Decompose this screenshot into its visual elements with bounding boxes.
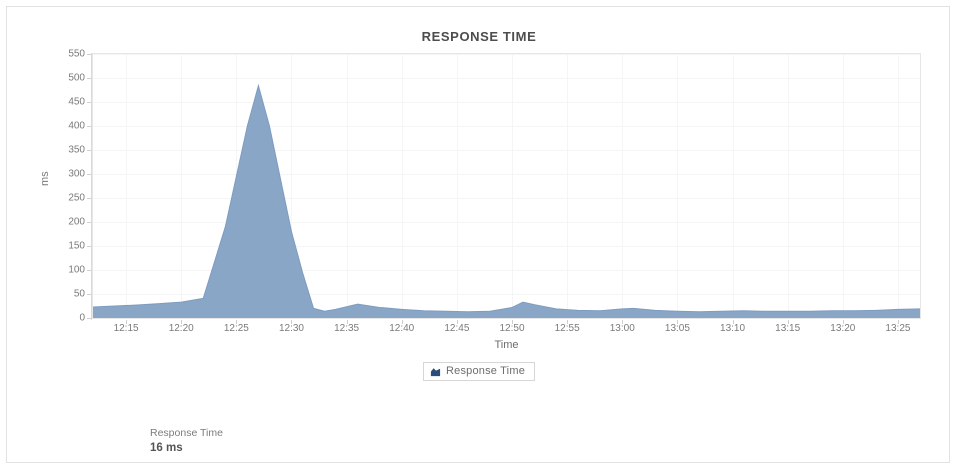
gridline-v (787, 54, 789, 318)
area-fill-path (93, 85, 920, 318)
gridline-v (456, 54, 458, 318)
chart-area: ms 0 50 100 150 200 250 300 350 400 450 500 550 12:… (7, 7, 949, 407)
gridline-h (93, 126, 920, 127)
x-tick-mark (401, 320, 403, 324)
legend-item-response-time[interactable]: Response Time (422, 362, 536, 381)
gridline-h (93, 54, 920, 55)
gridline-v (291, 54, 293, 318)
y-tick-mark (87, 174, 91, 175)
gridline-v (401, 54, 403, 318)
y-tick-label: 500 (68, 72, 85, 84)
gridline-v (897, 54, 899, 318)
gridline-h (93, 222, 920, 223)
y-tick-mark (87, 222, 91, 223)
gridline-h (93, 174, 920, 175)
gridline-h (93, 150, 920, 151)
y-tick-label: 200 (68, 216, 85, 228)
gridline-h (93, 198, 920, 199)
area-shape-icon (430, 368, 441, 377)
y-axis-ticks: 0 50 100 150 200 250 300 350 400 450 500 550 (7, 7, 91, 407)
x-tick-mark (512, 320, 513, 324)
x-tick-label: 13:25 (885, 323, 911, 334)
x-tick-label: 12:40 (389, 323, 415, 334)
x-axis-ticks: 12:15 12:20 12:25 12:30 12:35 12:40 12:45 12:50… (7, 7, 949, 407)
y-tick-label: 150 (68, 240, 85, 252)
x-tick-mark (677, 320, 679, 324)
chart-legend: Response Time (7, 362, 949, 382)
gridline-v (512, 54, 513, 318)
x-tick-mark (346, 320, 348, 324)
x-tick-label: 13:10 (720, 323, 746, 334)
metric-summary: Response Time 16 ms (150, 426, 223, 456)
x-tick-label: 12:55 (554, 323, 580, 334)
y-tick-label: 300 (68, 168, 85, 180)
gridline-v (126, 54, 128, 318)
x-tick-mark (567, 320, 569, 324)
y-tick-label: 400 (68, 120, 85, 132)
x-tick-mark (842, 320, 844, 324)
y-tick-label: 250 (68, 192, 85, 204)
x-tick-mark (622, 320, 624, 324)
y-axis-line (91, 53, 92, 320)
x-tick-mark (181, 320, 183, 324)
legend-item-label: Response Time (445, 365, 526, 377)
response-time-area-series (93, 83, 920, 318)
gridline-v (567, 54, 569, 318)
gridline-h (93, 294, 920, 295)
x-tick-label: 13:05 (664, 323, 690, 334)
x-tick-label: 12:20 (168, 323, 194, 334)
x-tick-mark (291, 320, 293, 324)
x-tick-mark (787, 320, 789, 324)
x-tick-label: 12:25 (223, 323, 249, 334)
x-axis-title: Time (494, 339, 519, 351)
x-tick-mark (126, 320, 128, 324)
gridline-v (181, 54, 183, 318)
x-tick-label: 12:50 (499, 323, 525, 334)
y-tick-mark (87, 54, 91, 55)
gridline-h (93, 270, 920, 271)
metric-value: 16 ms (150, 442, 183, 454)
metric-label: Response Time (150, 427, 223, 439)
response-time-chart-card: RESPONSE TIME ms 0 50 100 150 200 250 300 350 40… (6, 6, 950, 463)
y-tick-label: 550 (68, 48, 85, 60)
x-tick-label: 12:15 (113, 323, 139, 334)
x-tick-label: 13:20 (830, 323, 856, 334)
y-tick-mark (87, 294, 91, 295)
x-tick-mark (456, 320, 458, 324)
page-title: RESPONSE TIME (421, 29, 537, 44)
plot-frame (92, 53, 921, 319)
y-tick-mark (87, 150, 91, 151)
y-tick-mark (87, 270, 91, 271)
y-tick-mark (87, 126, 91, 127)
gridline-h (93, 246, 920, 247)
y-tick-mark (87, 318, 91, 319)
gridline-v (677, 54, 679, 318)
gridline-v (346, 54, 348, 318)
x-tick-label: 12:30 (278, 323, 304, 334)
gridline-h (93, 78, 920, 79)
x-tick-mark (236, 320, 238, 324)
x-tick-mark (897, 320, 899, 324)
gridline-h (93, 102, 920, 103)
y-tick-mark (87, 246, 91, 247)
gridline-v (622, 54, 624, 318)
y-tick-label: 50 (73, 288, 85, 300)
y-tick-mark (87, 102, 91, 103)
y-tick-label: 450 (68, 96, 85, 108)
area-stroke-path (93, 83, 920, 313)
x-tick-label: 12:45 (444, 323, 470, 334)
gridline-v (732, 54, 734, 318)
x-tick-mark (732, 320, 734, 324)
x-tick-label: 13:00 (609, 323, 635, 334)
x-tick-label: 13:15 (775, 323, 801, 334)
y-tick-mark (87, 198, 91, 199)
gridline-v (842, 54, 844, 318)
y-tick-label: 350 (68, 144, 85, 156)
y-tick-label: 100 (68, 264, 85, 276)
x-tick-label: 12:35 (334, 323, 360, 334)
y-tick-mark (87, 78, 91, 79)
y-tick-label: 0 (79, 312, 85, 324)
